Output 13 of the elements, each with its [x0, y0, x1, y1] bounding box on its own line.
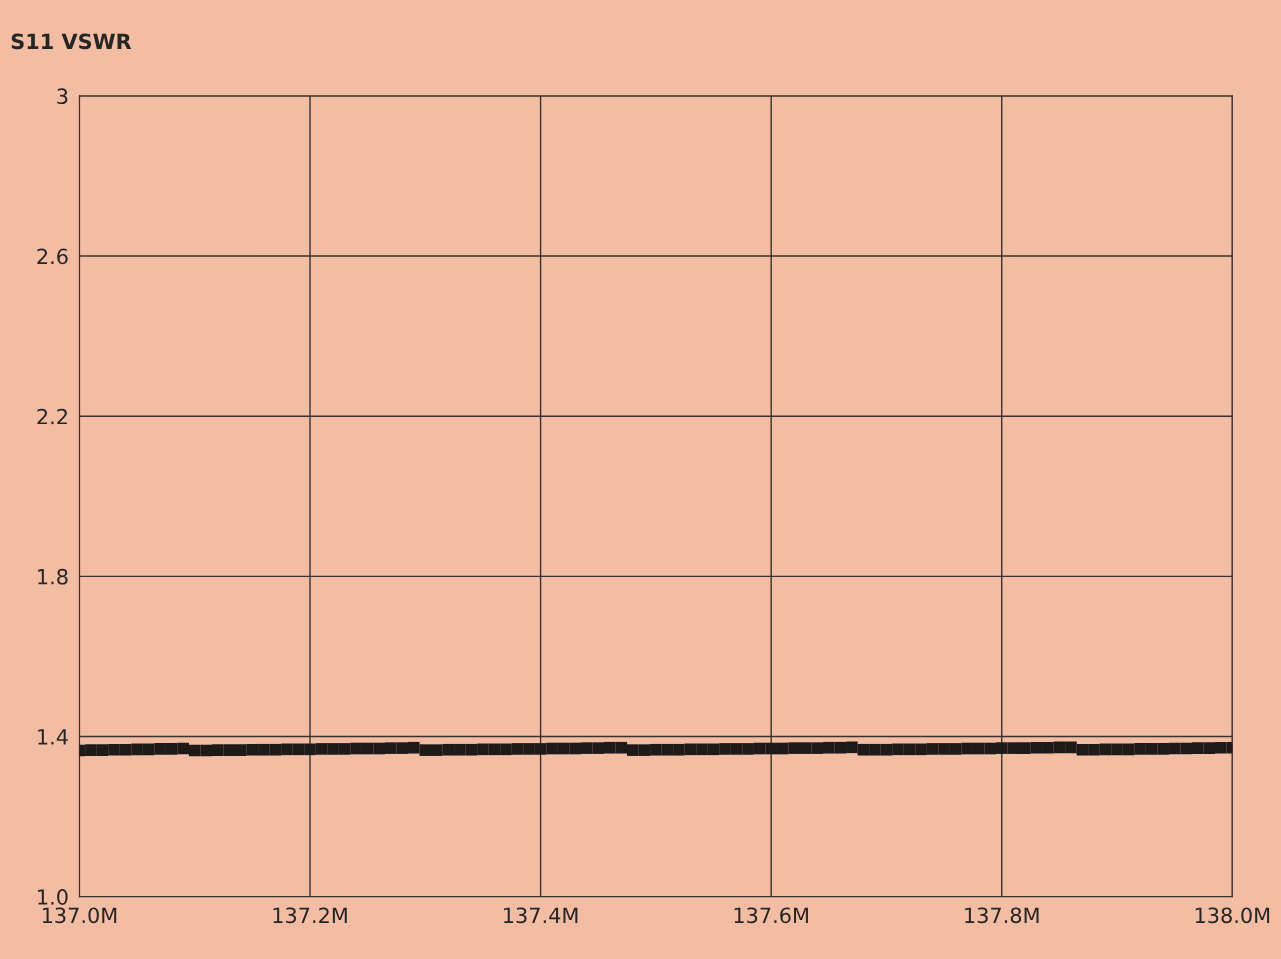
x-tick-label: 137.8M	[965, 907, 1039, 924]
y-tick-label: 2.6	[37, 248, 68, 265]
x-tick-label: 137.4M	[504, 907, 578, 924]
x-tick-label: 137.2M	[273, 907, 347, 924]
x-tick-label: 137.0M	[42, 907, 117, 924]
y-tick-label: 1.4	[38, 729, 68, 745]
x-tick-label: 138.0M	[1195, 907, 1270, 924]
y-tick-label: 1.8	[38, 568, 68, 585]
y-tick-label: 2.2	[37, 408, 67, 425]
y-tick-label: 1.0	[38, 889, 68, 905]
y-tick-label: 3	[57, 88, 68, 105]
x-tick-label: 137.6M	[734, 907, 808, 924]
chart-title: S11 VSWR	[11, 33, 132, 50]
